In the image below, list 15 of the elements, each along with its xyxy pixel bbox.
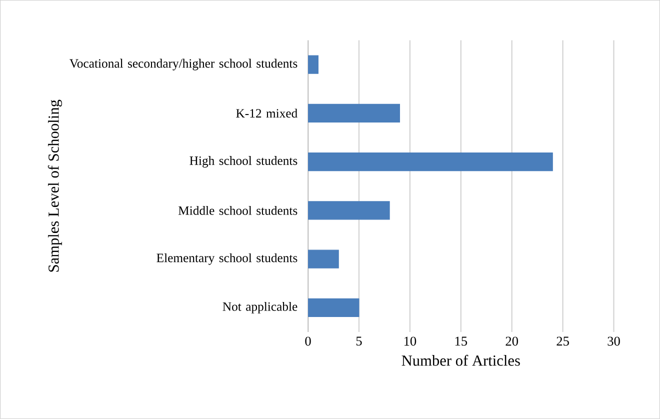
y-tick-label: Vocational secondary/higher school students: [70, 58, 298, 70]
x-tick-label: 30: [608, 336, 620, 346]
x-tick-label: 5: [356, 336, 362, 346]
x-tick-label: 10: [404, 336, 416, 346]
x-tick-label: 25: [556, 336, 569, 346]
x-tick-label: 15: [455, 336, 468, 346]
y-tick-label: Not applicable: [222, 302, 298, 314]
y-tick-label: Middle school students: [178, 206, 298, 215]
x-tick-label: 0: [305, 336, 311, 346]
y-tick-label: Elementary school students: [156, 253, 298, 265]
x-tick-label: 20: [506, 336, 518, 346]
x-axis-title: Number of Articles: [402, 354, 520, 366]
y-tick-label: High school students: [190, 156, 298, 168]
y-axis-title: Samples Level of Schooling: [48, 100, 62, 272]
y-tick-label: K-12 mixed: [236, 108, 298, 118]
